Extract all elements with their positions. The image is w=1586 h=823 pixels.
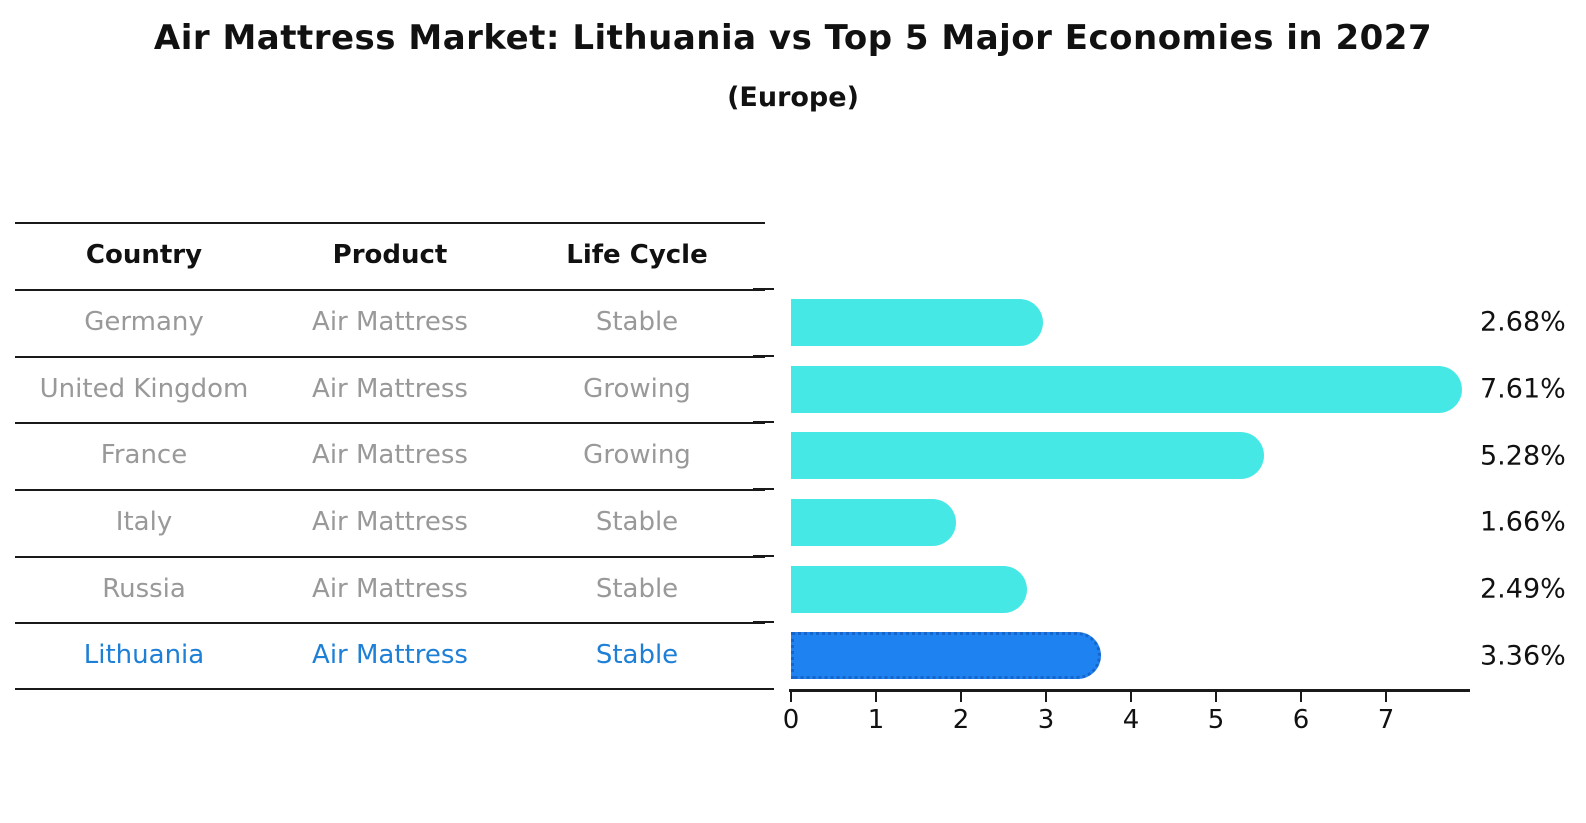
table-row: France Air Mattress Growing <box>0 422 1586 489</box>
column-header-country: Country <box>85 240 203 270</box>
product-cell: Air Mattress <box>312 507 468 537</box>
column-header-product: Product <box>332 240 448 270</box>
x-tick-label: 1 <box>867 705 885 735</box>
x-axis-tick <box>875 691 877 702</box>
lifecycle-cell: Stable <box>595 307 679 337</box>
x-axis-tick <box>1045 691 1047 702</box>
product-cell: Air Mattress <box>312 574 468 604</box>
bar-value-label: 2.49% <box>1480 573 1566 605</box>
bar-lithuania <box>791 632 1101 680</box>
x-axis-tick <box>790 691 792 702</box>
x-tick-label: 6 <box>1292 705 1310 735</box>
bar-united-kingdom <box>791 365 1462 413</box>
table-row: Germany Air Mattress Stable <box>0 289 1586 356</box>
country-cell: Germany <box>84 307 204 337</box>
x-tick-label: 7 <box>1377 705 1395 735</box>
x-axis-tick <box>1215 691 1217 702</box>
product-cell: Air Mattress <box>312 640 468 670</box>
x-tick-label: 3 <box>1037 705 1055 735</box>
country-cell: France <box>100 440 188 470</box>
table-row: Russia Air Mattress Stable <box>0 556 1586 623</box>
table-row: Italy Air Mattress Stable <box>0 489 1586 556</box>
country-cell: Lithuania <box>83 640 205 670</box>
x-tick-label: 0 <box>782 705 800 735</box>
product-cell: Air Mattress <box>312 374 468 404</box>
bar-value-label: 1.66% <box>1480 506 1566 538</box>
x-axis-tick <box>960 691 962 702</box>
chart-title: Air Mattress Market: Lithuania vs Top 5 … <box>153 18 1433 58</box>
x-axis-tick <box>1385 691 1387 702</box>
lifecycle-cell: Stable <box>595 640 679 670</box>
table-header-row: Country Product Life Cycle <box>0 222 1586 289</box>
chart-subtitle: (Europe) <box>727 82 859 113</box>
bar-france <box>791 432 1264 480</box>
table-divider <box>15 556 765 558</box>
lifecycle-cell: Stable <box>595 507 679 537</box>
table-row-lithuania: Lithuania Air Mattress Stable <box>0 622 1586 689</box>
x-tick-label: 5 <box>1207 705 1225 735</box>
x-axis-line <box>789 689 1470 692</box>
table-divider <box>15 688 765 690</box>
lifecycle-cell: Growing <box>583 440 691 470</box>
x-axis-tick <box>1300 691 1302 702</box>
country-cell: Italy <box>115 507 173 537</box>
table-divider <box>15 289 765 291</box>
x-axis-tick <box>1130 691 1132 702</box>
y-axis-tick <box>753 354 774 357</box>
x-tick-label: 2 <box>952 705 970 735</box>
product-cell: Air Mattress <box>312 440 468 470</box>
table-divider <box>15 622 765 624</box>
bar-italy <box>791 498 957 546</box>
bar-germany <box>791 298 1043 346</box>
bar-value-label: 5.28% <box>1480 440 1566 472</box>
bar-value-label: 7.61% <box>1480 373 1566 405</box>
y-axis-tick <box>753 554 774 557</box>
table-divider <box>15 422 765 424</box>
lifecycle-cell: Growing <box>583 374 691 404</box>
product-cell: Air Mattress <box>312 307 468 337</box>
x-tick-label: 4 <box>1122 705 1140 735</box>
table-row: United Kingdom Air Mattress Growing <box>0 356 1586 423</box>
bar-value-label: 3.36% <box>1480 640 1566 672</box>
column-header-lifecycle: Life Cycle <box>566 240 708 270</box>
lifecycle-cell: Stable <box>595 574 679 604</box>
table-divider <box>15 356 765 358</box>
bar-russia <box>791 565 1027 613</box>
table-divider <box>15 222 765 224</box>
bar-value-label: 2.68% <box>1480 306 1566 338</box>
table-divider <box>15 489 765 491</box>
country-cell: United Kingdom <box>39 374 249 404</box>
country-cell: Russia <box>102 574 186 604</box>
